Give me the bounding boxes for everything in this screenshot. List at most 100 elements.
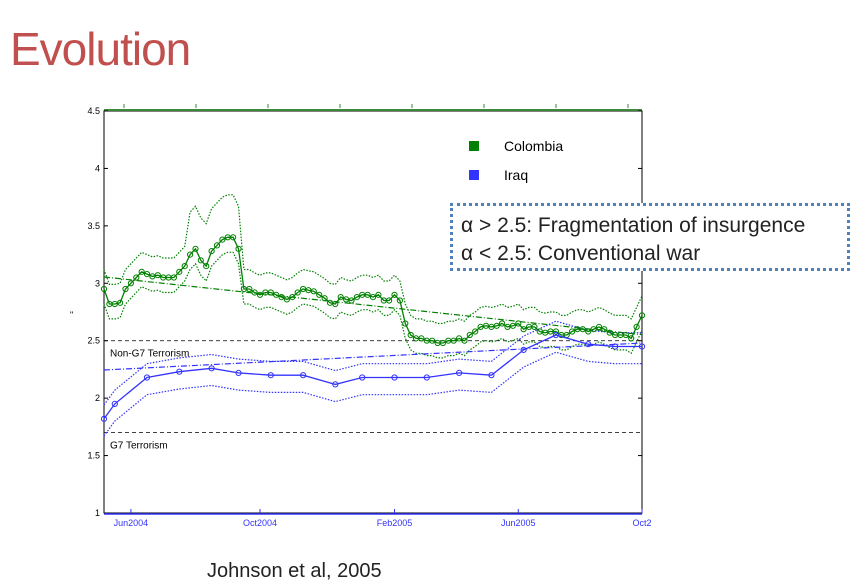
- series-point: [407, 331, 414, 339]
- series-point: [230, 234, 237, 241]
- series-point: [359, 374, 366, 381]
- callout-line-1: α > 2.5: Fragmentation of insurgence: [461, 214, 806, 237]
- series-point: [181, 263, 188, 270]
- citation: Johnson et al, 2005: [207, 560, 382, 582]
- confidence-bands: [103, 194, 643, 437]
- series-point: [472, 328, 479, 335]
- series-point: [208, 365, 215, 372]
- series-point: [391, 374, 398, 381]
- series-point: [418, 335, 425, 342]
- series-point: [590, 326, 597, 333]
- series-point: [429, 337, 436, 344]
- series-point: [638, 312, 646, 319]
- series-point: [456, 335, 463, 342]
- series-point: [251, 289, 258, 296]
- series-layer: [100, 234, 646, 422]
- series-point: [187, 251, 194, 258]
- top-axis-ticks: [123, 104, 629, 108]
- series-point: [310, 288, 317, 295]
- trend-line: [103, 342, 643, 371]
- y-tick-label: 1.5: [87, 451, 100, 461]
- series-point: [456, 369, 463, 376]
- series-point: [143, 271, 151, 278]
- series-point: [246, 285, 253, 293]
- series-point: [321, 295, 328, 302]
- series-point: [364, 291, 371, 298]
- series-point: [493, 322, 500, 329]
- series-point: [278, 294, 285, 301]
- series-point: [143, 374, 151, 381]
- series-point: [213, 242, 221, 249]
- x-tick-label: Oct2: [632, 518, 651, 528]
- y-tick-label: 4.5: [87, 106, 100, 116]
- series-point: [579, 326, 586, 333]
- series-point: [332, 300, 339, 308]
- series-point: [520, 346, 527, 353]
- series-point: [154, 272, 161, 279]
- series-point: [176, 368, 183, 375]
- x-tick-label: Jun2005: [501, 518, 536, 528]
- series-point: [461, 337, 468, 344]
- series-point: [466, 331, 473, 339]
- series-point: [122, 285, 129, 293]
- series-point: [283, 296, 290, 303]
- series-point: [595, 323, 603, 330]
- series-point: [127, 280, 134, 287]
- series-point: [499, 320, 506, 327]
- series-point: [133, 274, 140, 281]
- y-tick-label: 2.5: [87, 336, 100, 346]
- series-point: [633, 323, 640, 330]
- series-point: [267, 289, 274, 296]
- series-point: [117, 299, 124, 306]
- series-point: [138, 268, 145, 275]
- top-axis-line: [104, 109, 642, 111]
- reference-line-label: Non-G7 Terrorism: [110, 349, 189, 360]
- alpha-callout-box: α > 2.5: Fragmentation of insurgence α <…: [450, 203, 850, 271]
- series-point: [197, 257, 204, 264]
- legend: Colombia Iraq: [469, 138, 563, 183]
- series-point: [386, 297, 393, 304]
- series-point: [396, 297, 403, 304]
- x-tick-label: Feb2005: [377, 518, 413, 528]
- series-point: [348, 297, 355, 304]
- y-tick-label: 2: [95, 393, 100, 403]
- series-point: [450, 337, 457, 344]
- series-point: [353, 294, 360, 301]
- series-point: [402, 320, 409, 327]
- series-point: [219, 236, 226, 243]
- series-point: [552, 328, 560, 335]
- series-point: [585, 328, 592, 335]
- series-point: [531, 323, 538, 330]
- series-point: [391, 291, 398, 298]
- band-lower: [103, 251, 643, 359]
- x-axis: Jun2004 Oct2004 Feb2005 Jun2005 Oct2: [104, 509, 652, 528]
- series-point: [208, 248, 215, 255]
- series-point: [100, 285, 108, 293]
- series-point: [622, 331, 630, 339]
- series-point: [256, 291, 264, 298]
- series-point: [192, 245, 199, 252]
- callout-line-2: α < 2.5: Conventional war: [461, 242, 701, 265]
- x-tick-label: Oct2004: [243, 518, 277, 528]
- series-point: [515, 320, 522, 327]
- series-point: [439, 339, 446, 347]
- trend-line: [103, 276, 643, 336]
- series-point: [375, 291, 382, 298]
- y-tick-label: 4: [95, 163, 100, 173]
- legend-swatch: [469, 141, 479, 151]
- series-point: [273, 291, 280, 298]
- series-point: [267, 372, 274, 379]
- legend-swatch: [469, 170, 479, 180]
- reference-lines: Non-G7 Terrorism G7 Terrorism: [104, 340, 642, 452]
- series-point: [585, 341, 592, 348]
- series-point: [612, 343, 619, 350]
- series-point: [369, 294, 377, 301]
- series-point: [606, 329, 613, 336]
- series-point: [170, 274, 177, 281]
- y-tick-label: 3: [95, 278, 100, 288]
- series-line: [103, 334, 642, 420]
- series-point: [111, 400, 118, 407]
- series-point: [100, 415, 108, 422]
- y-tick-label: 1: [95, 508, 100, 518]
